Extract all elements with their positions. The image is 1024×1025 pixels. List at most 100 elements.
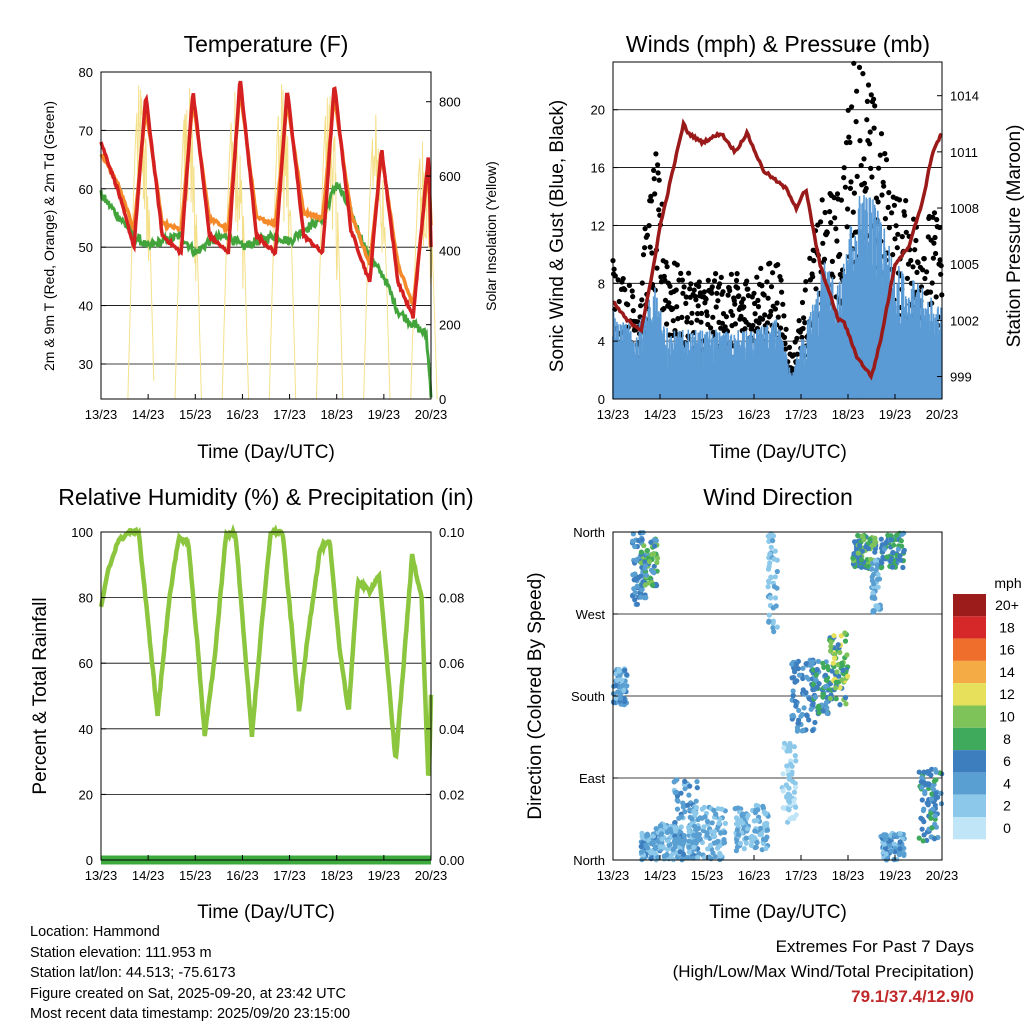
gust-point <box>698 319 704 325</box>
direction-point <box>883 540 889 546</box>
gust-point <box>937 224 943 231</box>
gust-point <box>869 174 875 180</box>
direction-point <box>694 785 700 791</box>
gust-point <box>751 290 757 296</box>
gust-point <box>890 252 896 258</box>
direction-point <box>652 543 658 549</box>
direction-point <box>659 831 665 837</box>
direction-point <box>691 844 697 850</box>
station-elevation: Station elevation: 111.953 m <box>30 944 212 961</box>
gust-point <box>847 185 854 191</box>
direction-point <box>874 562 880 568</box>
direction-point <box>735 805 741 811</box>
gust-point <box>759 316 766 322</box>
direction-point <box>842 638 849 644</box>
gust-point <box>713 304 719 310</box>
direction-point <box>717 853 724 859</box>
direction-point <box>919 826 925 832</box>
gust-point <box>689 310 695 316</box>
direction-xtick-label: 14/23 <box>644 868 677 883</box>
direction-point <box>702 814 708 820</box>
colorbar-swatch <box>953 683 986 706</box>
temperature-plot-area <box>99 80 438 400</box>
direction-point <box>774 568 780 575</box>
gust-point <box>802 320 808 326</box>
direction-point <box>653 826 659 832</box>
direction-point <box>932 802 938 808</box>
humidity-y2tick-label: 0.04 <box>439 722 464 737</box>
direction-ytick-label: North <box>573 525 605 540</box>
humidity-y2tick-label: 0.06 <box>439 656 464 671</box>
colorbar-swatch <box>953 817 986 840</box>
direction-point <box>634 601 641 607</box>
direction-point <box>619 677 625 683</box>
colorbar-label: 12 <box>999 686 1015 702</box>
direction-point <box>696 831 703 838</box>
direction-point <box>760 803 766 810</box>
direction-point <box>897 839 903 845</box>
gust-point <box>845 206 851 212</box>
direction-point <box>791 789 798 795</box>
direction-point <box>931 786 937 793</box>
gust-point <box>701 289 708 295</box>
gust-point <box>674 304 680 310</box>
direction-point <box>822 672 829 678</box>
direction-point <box>800 665 806 671</box>
direction-point <box>657 844 664 850</box>
direction-point <box>770 618 776 624</box>
direction-point <box>888 557 894 563</box>
direction-point <box>850 555 856 561</box>
direction-point <box>642 563 649 569</box>
direction-point <box>881 841 887 847</box>
direction-point <box>691 823 698 830</box>
humidity-ytick-label: 0 <box>86 853 93 868</box>
winds-ytick-label: 4 <box>598 334 605 349</box>
gust-point <box>927 289 934 295</box>
direction-point <box>878 536 884 542</box>
direction-point <box>743 840 750 846</box>
direction-point <box>931 778 938 784</box>
direction-point <box>772 595 779 601</box>
gust-point <box>783 326 789 332</box>
direction-point <box>772 574 779 580</box>
gust-point <box>745 286 751 292</box>
direction-point <box>639 587 645 593</box>
gust-point <box>647 244 653 250</box>
direction-point <box>734 827 741 833</box>
gust-point <box>903 198 909 204</box>
gust-point <box>794 351 801 357</box>
direction-point <box>891 841 898 847</box>
gust-point <box>783 346 789 352</box>
direction-point <box>816 703 822 709</box>
winds-xtick-label: 13/23 <box>597 407 630 422</box>
direction-point <box>881 546 888 552</box>
direction-point <box>770 538 776 544</box>
gust-point <box>931 210 938 216</box>
direction-point <box>638 849 645 855</box>
direction-point <box>842 630 848 636</box>
winds-xtick-label: 18/23 <box>832 407 865 422</box>
direction-point <box>613 683 619 689</box>
direction-point <box>685 802 691 808</box>
direction-point <box>925 782 931 788</box>
direction-point <box>784 763 790 769</box>
gust-point <box>653 151 659 157</box>
direction-cluster <box>610 666 630 708</box>
extremes-subtitle: (High/Low/Max Wind/Total Precipitation) <box>672 962 974 981</box>
gust-point <box>929 280 935 286</box>
gust-point <box>684 319 690 325</box>
gust-point <box>756 320 762 326</box>
direction-point <box>803 661 809 667</box>
gust-point <box>894 245 900 251</box>
direction-point <box>855 532 861 539</box>
temperature-y2tick-label: 400 <box>439 243 461 258</box>
direction-point <box>710 834 717 840</box>
gust-point <box>755 304 762 310</box>
direction-point <box>792 753 798 759</box>
temperature-y2tick-label: 800 <box>439 95 461 110</box>
winds-ytick-label: 12 <box>591 218 605 233</box>
direction-point <box>722 820 729 827</box>
direction-point <box>722 829 728 836</box>
direction-xtick-label: 16/23 <box>738 868 771 883</box>
direction-point <box>686 838 692 844</box>
